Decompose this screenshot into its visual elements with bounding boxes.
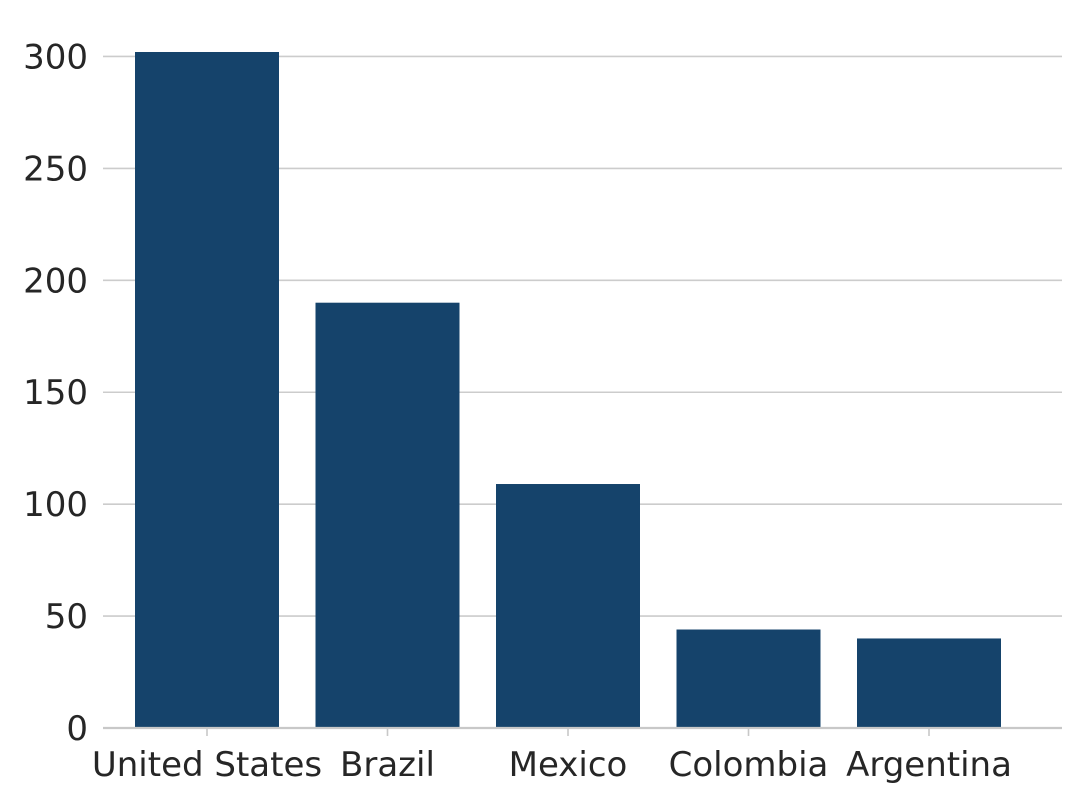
bar-mexico: [496, 484, 640, 728]
bars: [135, 52, 1001, 728]
bar-argentina: [857, 638, 1001, 728]
x-tick-label-mexico: Mexico: [509, 745, 628, 785]
y-tick-label: 150: [23, 373, 88, 413]
x-axis-tick-labels: United States Brazil Mexico Colombia Argenti…: [92, 745, 1012, 785]
x-tick-label-united-states: United States: [92, 745, 322, 785]
x-tick-label-argentina: Argentina: [846, 745, 1012, 785]
x-tick-label-colombia: Colombia: [669, 745, 829, 785]
y-axis-tick-labels: 0 50 100 150 200 250 300: [23, 37, 88, 749]
y-tick-label: 50: [45, 597, 88, 637]
y-tick-label: 250: [23, 149, 88, 189]
y-tick-label: 200: [23, 261, 88, 301]
bar-united-states: [135, 52, 279, 728]
axes: [103, 726, 1062, 736]
bar-brazil: [315, 302, 460, 728]
y-tick-label: 300: [23, 37, 88, 77]
y-tick-label: 0: [66, 709, 88, 749]
x-tick-label-brazil: Brazil: [340, 745, 435, 785]
y-tick-label: 100: [23, 485, 88, 525]
bar-colombia: [676, 629, 821, 728]
